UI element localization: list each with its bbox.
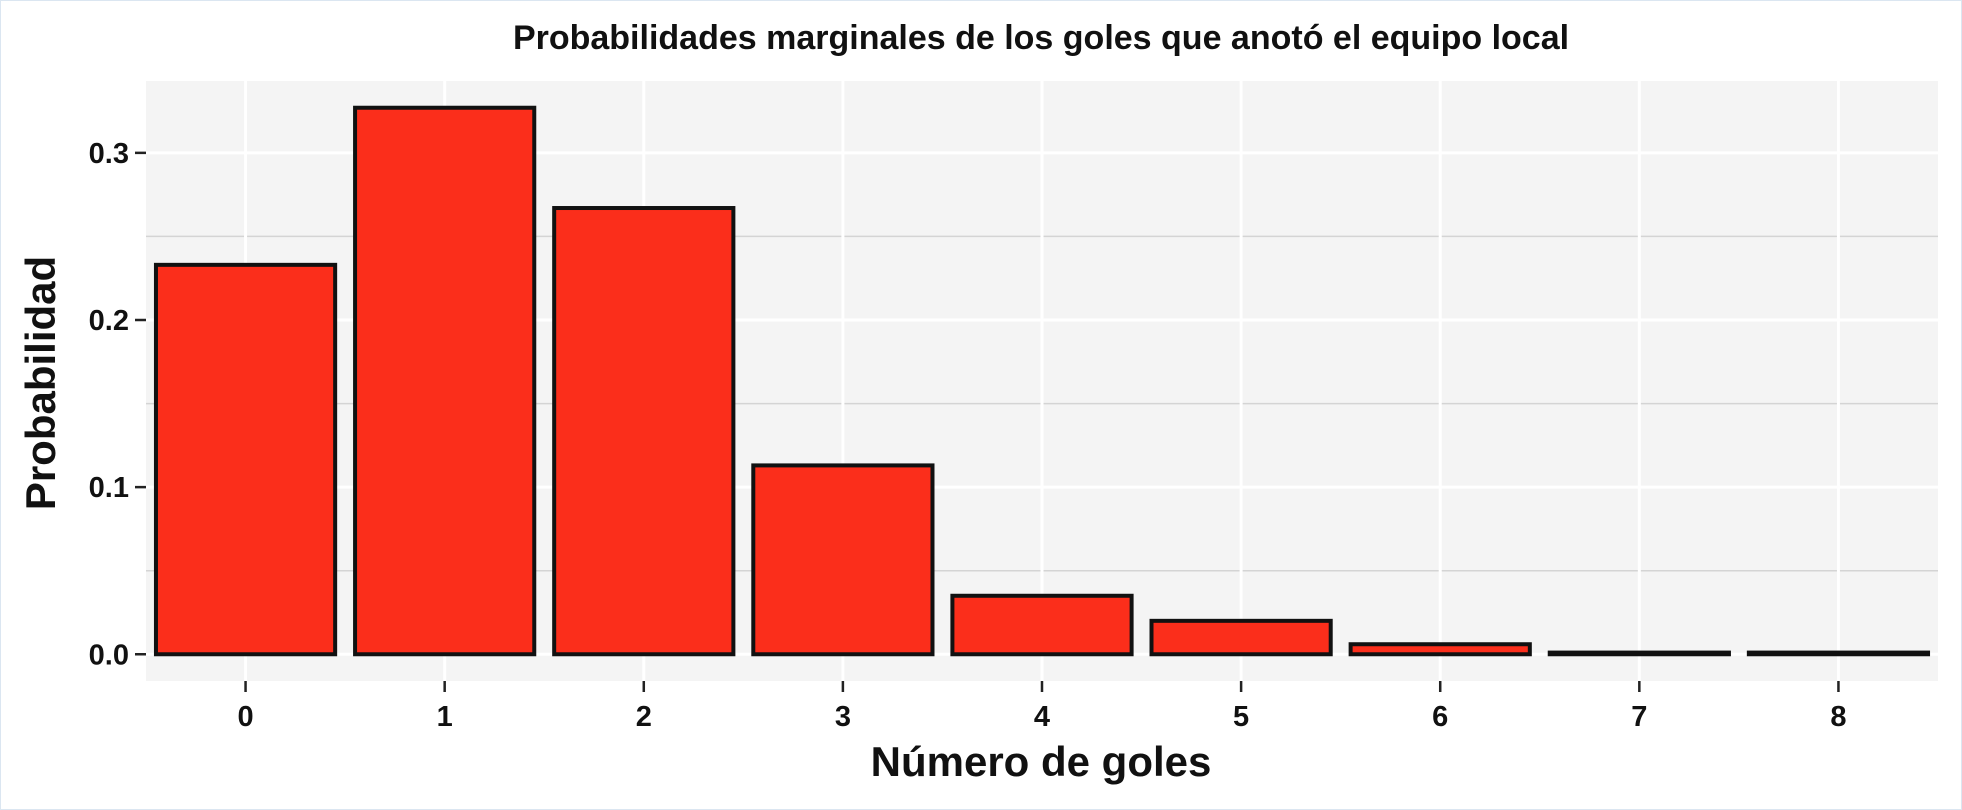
chart-title: Probabilidades marginales de los goles q…	[513, 19, 1569, 57]
x-tick-label: 4	[1034, 701, 1050, 733]
bar-8	[1746, 650, 1931, 657]
bar-2	[552, 206, 736, 657]
bar-5	[1149, 618, 1333, 657]
y-axis: 0.0 0.1 0.2 0.3	[89, 138, 146, 671]
y-tick-label: 0.2	[89, 305, 129, 337]
bar-0	[153, 262, 338, 657]
y-tick-label: 0.1	[89, 472, 129, 504]
x-tick-label: 3	[835, 701, 851, 733]
y-tick-label: 0.3	[89, 138, 129, 170]
x-tick-label: 5	[1233, 701, 1249, 733]
x-axis-title: Número de goles	[871, 738, 1212, 785]
bar-1	[353, 105, 537, 657]
y-axis-title: Probabilidad	[17, 256, 64, 510]
bar-4	[950, 593, 1134, 657]
bar-7	[1547, 650, 1731, 657]
x-tick-label: 0	[237, 701, 253, 733]
x-tick-label: 8	[1830, 701, 1846, 733]
bar-6	[1348, 642, 1532, 657]
x-tick-label: 6	[1432, 701, 1448, 733]
bar-3	[751, 463, 935, 657]
x-tick-label: 2	[636, 701, 652, 733]
x-tick-label: 1	[437, 701, 453, 733]
bars	[153, 105, 1931, 657]
y-tick-label: 0.0	[89, 639, 129, 671]
x-tick-label: 7	[1631, 701, 1647, 733]
x-axis: 0 1 2 3 4 5 6 7 8	[237, 681, 1847, 733]
